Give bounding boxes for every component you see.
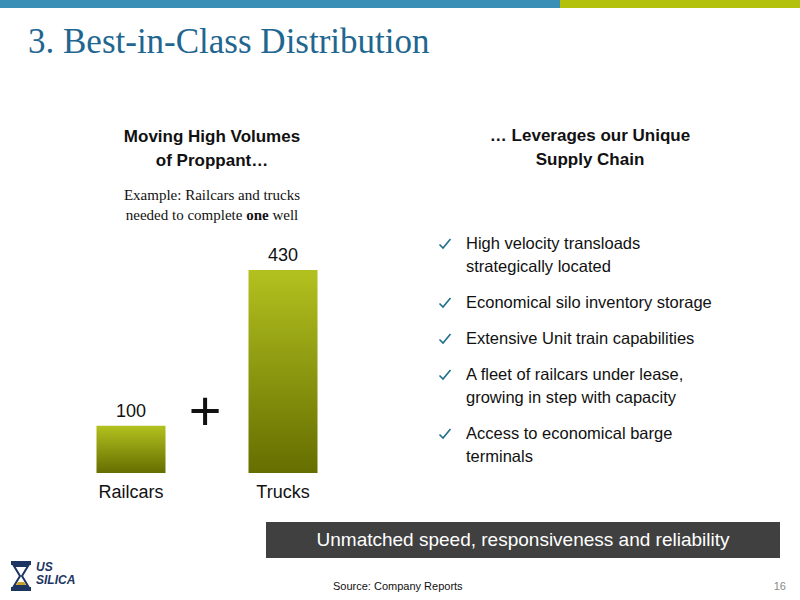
html-text:Extensive Unit train capabilit: Extensive Unit train capabilities (466, 329, 695, 347)
html-text:Economical silo inventory stor: Economical silo inventory storage (466, 293, 712, 311)
html-text:16: 16 (773, 580, 786, 592)
html-text:… Leverages our Unique Supply: … Leverages our Unique Supply Chain (489, 126, 691, 169)
html-text:Unmatched speed, responsivenes: Unmatched speed, responsiveness and reli… (316, 529, 730, 550)
svg-text:needed to complete: needed to complete (126, 207, 246, 223)
html-text:Access to economical barge ter: Access to economical barge terminals (466, 424, 673, 465)
html-text:US SILICA: US SILICA (36, 560, 76, 587)
html-text:A fleet of railcars under leas: A fleet of railcars under lease, growing… (466, 365, 684, 406)
svg-text:Example: Railcars and trucks: Example: Railcars and trucks (124, 187, 300, 203)
svg-text:100: 100 (116, 401, 146, 421)
svg-text:+: + (189, 379, 222, 442)
html-text:Source: Company Reports: Source: Company Reports (333, 580, 463, 592)
svg-text:Trucks: Trucks (256, 482, 309, 502)
svg-text:Moving High Volumes: Moving High Volumes (124, 127, 300, 146)
html-text:High velocity transloads strat: High velocity transloads strategically l… (466, 234, 641, 275)
svg-text:430: 430 (268, 245, 298, 265)
svg-text:of Proppant…: of Proppant… (156, 151, 268, 170)
svg-text:Railcars: Railcars (98, 482, 163, 502)
html-text:3. Best-in-Class Distribution: 3. Best-in-Class Distribution (28, 22, 430, 61)
svg-text:well: well (269, 207, 299, 223)
svg-text:one: one (246, 207, 269, 223)
